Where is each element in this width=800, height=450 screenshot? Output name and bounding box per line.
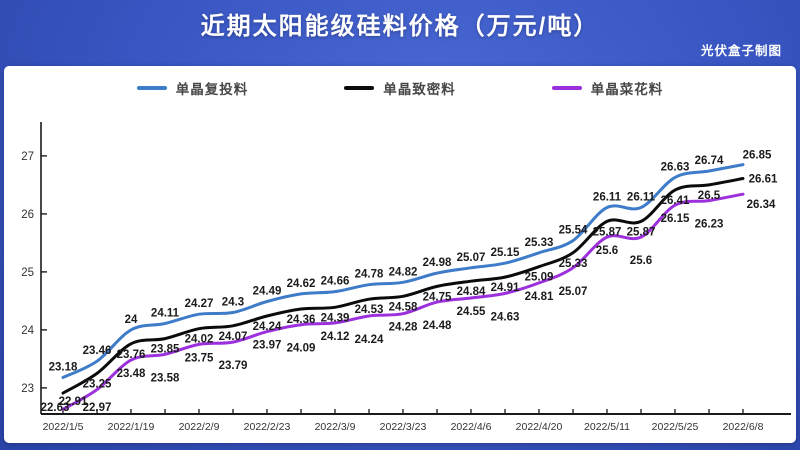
value-label: 26.11 <box>593 192 622 204</box>
value-label: 25.33 <box>525 237 554 249</box>
value-label: 23.79 <box>219 360 248 372</box>
value-label: 25.07 <box>457 252 486 264</box>
value-label: 24.66 <box>321 276 350 288</box>
value-label: 26.85 <box>743 150 772 162</box>
value-label: 25.33 <box>559 258 588 270</box>
value-label: 24.28 <box>389 322 418 334</box>
value-label: 24.36 <box>287 314 316 326</box>
value-label: 24.39 <box>321 312 350 324</box>
value-label: 24.62 <box>287 278 316 290</box>
value-label: 24 <box>125 314 138 326</box>
value-label: 26.34 <box>747 199 776 211</box>
y-tick-label: 26 <box>21 209 34 221</box>
legend-line-swatch <box>136 86 167 90</box>
y-tick-label: 27 <box>21 151 34 163</box>
x-tick-label: 2022/4/20 <box>516 421 563 433</box>
x-tick-label: 2022/2/9 <box>179 421 220 433</box>
x-tick-label: 2022/3/9 <box>315 421 356 433</box>
value-label: 23.18 <box>49 361 78 373</box>
value-label: 24.24 <box>355 334 384 346</box>
legend-line-swatch <box>551 86 582 90</box>
value-label: 23.46 <box>83 345 112 357</box>
value-label: 26.63 <box>661 161 690 173</box>
value-label: 26.11 <box>627 192 656 204</box>
value-label: 24.75 <box>423 291 452 303</box>
chart-area: 23 24 25 26 27 2022/1/5 2022/1/19 2022/2/9 2022/… <box>5 104 795 447</box>
value-label: 24.63 <box>491 311 520 323</box>
value-label: 25.54 <box>559 225 588 237</box>
value-label: 23.25 <box>83 378 112 390</box>
value-label: 24.48 <box>423 320 452 332</box>
value-label: 24.84 <box>457 286 486 298</box>
legend-label: 单晶致密料 <box>383 82 456 97</box>
value-label: 24.07 <box>219 331 248 343</box>
x-tick-label: 2022/3/23 <box>380 421 427 433</box>
value-label: 24.24 <box>253 321 282 333</box>
value-label: 24.78 <box>355 269 384 281</box>
credit-label: 光伏盒子制图 <box>700 44 782 58</box>
value-label: 24.12 <box>321 331 350 343</box>
value-label: 25.6 <box>630 255 652 267</box>
value-label: 25.87 <box>627 226 656 238</box>
value-label: 24.09 <box>287 343 316 355</box>
x-tick-label: 2022/5/11 <box>584 421 630 433</box>
value-label: 26.61 <box>749 174 778 186</box>
value-label: 25.15 <box>491 247 520 259</box>
chart-panel: 单晶复投料 单晶致密料 单晶菜花料 23 24 25 26 27 2022/1/5 2022… <box>4 66 796 443</box>
value-label: 24.11 <box>151 308 180 320</box>
value-label: 23.58 <box>151 372 180 384</box>
value-label: 25.09 <box>525 272 554 284</box>
page-title: 近期太阳能级硅料价格（万元/吨） <box>200 13 600 40</box>
value-label: 24.81 <box>525 291 554 303</box>
x-tick-label: 2022/1/19 <box>108 421 155 433</box>
value-label: 24.53 <box>355 304 384 316</box>
legend-label: 单晶菜花料 <box>590 82 664 97</box>
value-label: 24.3 <box>222 297 244 309</box>
value-label: 22.91 <box>59 396 88 408</box>
value-label: 26.5 <box>698 190 721 202</box>
value-label: 23.97 <box>253 340 282 352</box>
x-tick-label: 2022/6/8 <box>723 421 764 433</box>
value-label: 23.85 <box>151 344 180 356</box>
value-label: 26.41 <box>661 195 690 207</box>
value-label: 24.91 <box>491 282 520 294</box>
value-label: 22.63 <box>41 402 70 414</box>
value-label: 24.27 <box>185 298 214 310</box>
legend: 单晶复投料 单晶致密料 单晶菜花料 <box>4 78 796 98</box>
legend-item: 单晶致密料 <box>344 78 456 98</box>
legend-label: 单晶复投料 <box>175 82 249 97</box>
value-label: 22.97 <box>83 402 112 414</box>
value-label: 26.23 <box>695 219 724 231</box>
series-line-0 <box>61 163 745 379</box>
series-line-1 <box>61 177 745 395</box>
price-line-chart: 23 24 25 26 27 2022/1/5 2022/1/19 2022/2/9 2022/… <box>21 122 791 433</box>
value-label: 24.49 <box>253 285 282 297</box>
y-tick-label: 24 <box>21 325 34 337</box>
legend-line-swatch <box>344 86 375 90</box>
value-label: 24.02 <box>185 334 214 346</box>
value-label: 24.58 <box>389 301 418 313</box>
value-label: 24.82 <box>389 266 418 278</box>
value-label: 24.55 <box>457 306 486 318</box>
y-tick-label: 25 <box>21 267 34 279</box>
series-line-2 <box>61 192 745 411</box>
value-label: 26.15 <box>661 213 690 225</box>
value-label: 25.87 <box>593 226 622 238</box>
x-tick-label: 2022/2/23 <box>244 421 291 433</box>
value-label: 25.07 <box>559 286 588 298</box>
value-label: 23.48 <box>117 368 146 380</box>
legend-item: 单晶复投料 <box>136 78 249 98</box>
value-label: 23.75 <box>185 352 214 364</box>
x-tick-label: 2022/5/25 <box>652 421 699 433</box>
legend-item: 单晶菜花料 <box>551 78 664 98</box>
value-label: 26.74 <box>695 155 724 167</box>
x-tick-label: 2022/4/6 <box>451 421 492 433</box>
y-tick-label: 23 <box>21 383 34 395</box>
value-label: 23.76 <box>117 349 146 361</box>
value-label: 24.98 <box>423 257 452 269</box>
x-tick-label: 2022/1/5 <box>43 421 84 433</box>
value-label: 25.6 <box>596 245 618 257</box>
